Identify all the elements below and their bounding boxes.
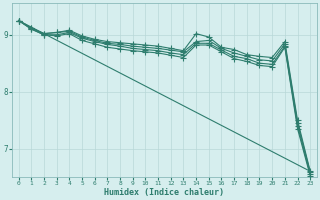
X-axis label: Humidex (Indice chaleur): Humidex (Indice chaleur) (104, 188, 224, 197)
